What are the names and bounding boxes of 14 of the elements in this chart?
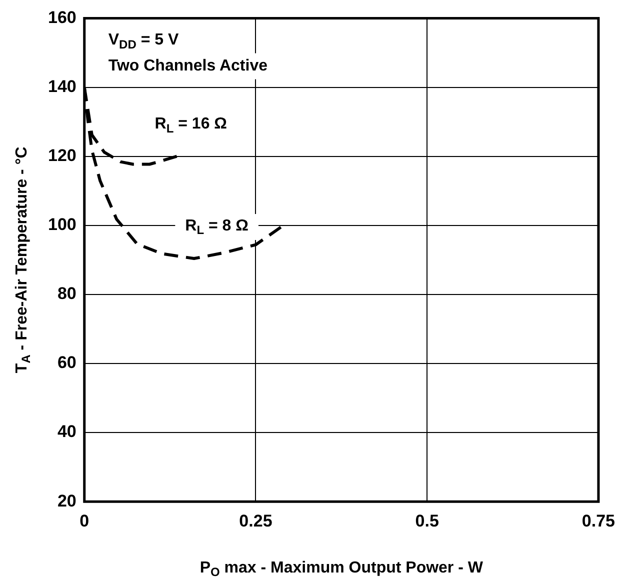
y-tick-label: 20 (57, 491, 76, 510)
x-tick-label: 0.75 (582, 511, 616, 530)
x-tick-label: 0.5 (415, 511, 439, 530)
y-tick-label: 140 (48, 76, 76, 96)
y-tick-label: 80 (57, 284, 76, 304)
y-tick-label: 120 (48, 146, 76, 165)
x-tick-label: 0 (80, 511, 90, 530)
y-tick-label: 40 (57, 422, 76, 442)
y-tick-label: 60 (57, 353, 76, 372)
y-axis-title: TA - Free-Air Temperature - °C (13, 146, 34, 374)
y-tick-label: 100 (48, 215, 76, 234)
y-tick-label: 160 (48, 8, 76, 27)
x-tick-label: 0.25 (239, 511, 272, 530)
annotation: Two Channels Active (108, 58, 268, 75)
